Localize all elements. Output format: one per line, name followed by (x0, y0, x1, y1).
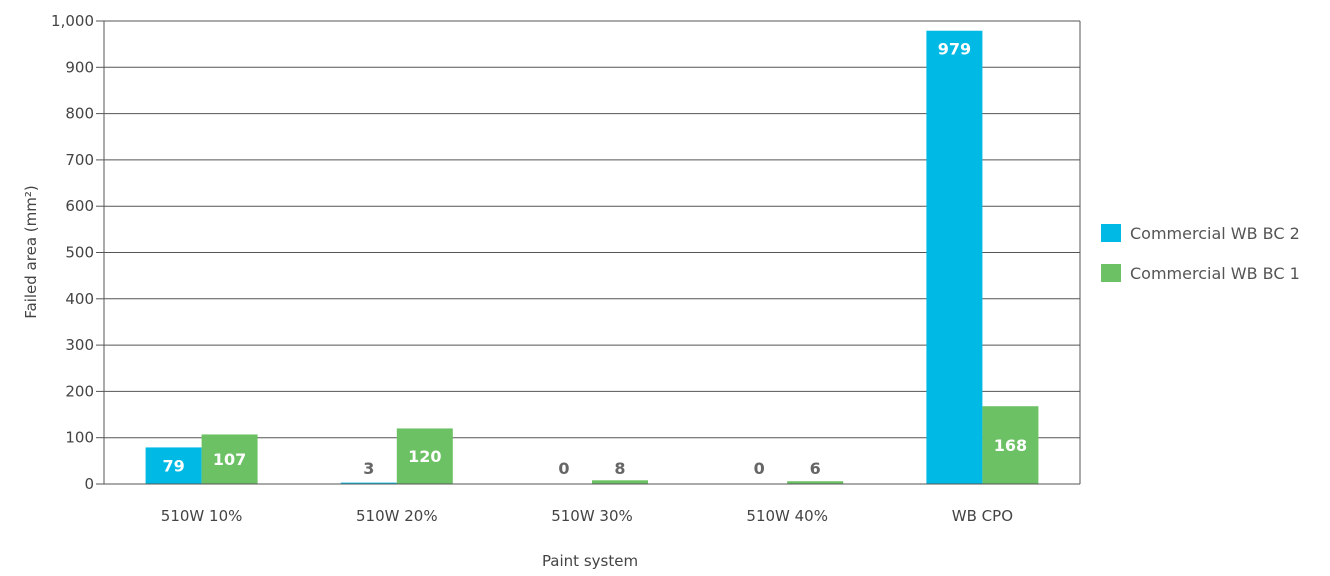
y-tick-label-1000: 1,000 (51, 12, 94, 30)
x-tick-label-wb-cpo: WB CPO (952, 507, 1013, 525)
bar-commercial-wb-bc-2-510w-20 (340, 482, 397, 484)
legend: Commercial WB BC 2 Commercial WB BC 1 (1101, 224, 1300, 283)
bar-commercial-wb-bc-1-wb-cpo (982, 406, 1039, 484)
x-tick-label-510w-10: 510W 10% (161, 507, 243, 525)
data-label-commercial-wb-bc-2-510w-10: 79 (162, 457, 184, 476)
y-tick-label-400: 400 (65, 290, 94, 308)
y-tick-label-100: 100 (65, 429, 94, 447)
y-tick-label-500: 500 (65, 244, 94, 262)
y-tick-label-300: 300 (65, 336, 94, 354)
y-tick-label-0: 0 (84, 475, 94, 493)
data-label-commercial-wb-bc-1-wb-cpo: 168 (994, 436, 1027, 455)
data-label-commercial-wb-bc-1-510w-30: 8 (614, 459, 625, 478)
bar-commercial-wb-bc-1-510w-30 (592, 480, 648, 484)
y-tick-label-700: 700 (65, 151, 94, 169)
axes (96, 20, 1081, 485)
legend-label-commercial-wb-bc-2: Commercial WB BC 2 (1130, 224, 1300, 243)
x-tick-label-510w-20: 510W 20% (356, 507, 438, 525)
x-tick-label-510w-30: 510W 30% (551, 507, 633, 525)
data-label-commercial-wb-bc-1-510w-10: 107 (213, 450, 246, 469)
bar-commercial-wb-bc-1-510w-40 (787, 481, 844, 484)
data-label-commercial-wb-bc-2-510w-20: 3 (363, 459, 374, 478)
bar-commercial-wb-bc-1-510w-20 (396, 428, 453, 484)
bars (145, 30, 1039, 485)
gridlines (104, 20, 1080, 439)
data-label-commercial-wb-bc-2-510w-30: 0 (558, 459, 569, 478)
x-axis-title: Paint system (542, 552, 638, 570)
x-tick-label-510w-40: 510W 40% (746, 507, 828, 525)
legend-swatch-commercial-wb-bc-1 (1101, 264, 1121, 282)
legend-swatch-commercial-wb-bc-2 (1101, 224, 1121, 242)
y-tick-label-600: 600 (65, 197, 94, 215)
y-axis-title: Failed area (mm²) (22, 185, 40, 318)
bar-commercial-wb-bc-1-510w-10 (201, 434, 258, 484)
data-labels: 79 107 3 120 0 8 0 6 979 168 (162, 40, 1027, 478)
y-tick-label-800: 800 (65, 105, 94, 123)
legend-label-commercial-wb-bc-1: Commercial WB BC 1 (1130, 264, 1300, 283)
y-tick-label-200: 200 (65, 382, 94, 400)
data-label-commercial-wb-bc-1-510w-20: 120 (408, 447, 441, 466)
y-tick-label-900: 900 (65, 58, 94, 76)
bar-commercial-wb-bc-2-510w-10 (145, 447, 202, 484)
data-label-commercial-wb-bc-1-510w-40: 6 (810, 459, 821, 478)
data-label-commercial-wb-bc-2-510w-40: 0 (754, 459, 765, 478)
bar-commercial-wb-bc-2-wb-cpo (926, 30, 983, 485)
data-label-commercial-wb-bc-2-wb-cpo: 979 (938, 40, 971, 59)
